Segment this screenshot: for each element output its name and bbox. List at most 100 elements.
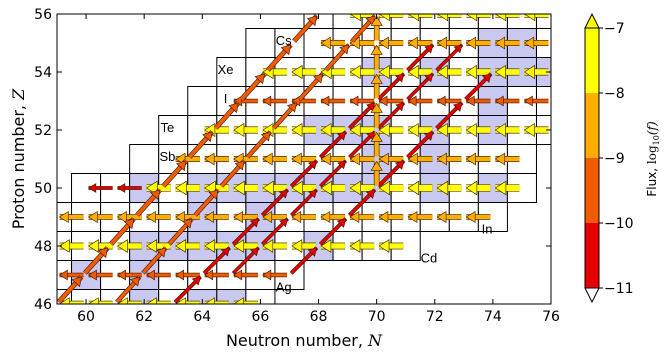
flux-arrowhead <box>378 36 389 50</box>
flux-arrowhead <box>423 131 434 141</box>
flux-arrowhead <box>370 160 383 171</box>
flux-arrowhead <box>378 95 388 107</box>
colorbar-segment <box>585 93 599 158</box>
y-tick-label: 50 <box>34 181 52 197</box>
flux-arrowhead <box>336 218 347 228</box>
x-tick-label: 62 <box>135 309 153 325</box>
element-label: Cs <box>276 33 292 48</box>
element-label: Ag <box>276 280 292 295</box>
flux-arrowhead <box>250 247 260 257</box>
flux-path-diagonal <box>173 43 435 304</box>
colorbar-tick-label: −11 <box>604 281 634 297</box>
flux-arrowhead <box>233 239 245 253</box>
flux-arrowhead <box>320 95 330 107</box>
flux-arrowhead <box>291 64 303 80</box>
flux-arrowhead <box>407 122 419 138</box>
flux-arrowhead <box>370 44 383 55</box>
nuclide-cell <box>332 14 363 29</box>
colorbar-tick-label: −7 <box>604 21 625 37</box>
nuclide-cell <box>506 14 537 29</box>
flux-path-horizontal <box>58 239 404 253</box>
plot-area: Cs Xe I Te Sb In Cd Ag 60 62 64 66 68 70 72 74 76 46 48 5… <box>34 7 560 325</box>
flux-arrowhead <box>254 73 265 85</box>
flux-arrowhead <box>407 210 418 224</box>
element-label: I <box>224 91 228 106</box>
flux-arrowhead <box>494 95 504 107</box>
element-label: In <box>482 222 493 237</box>
flux-arrowhead <box>407 152 418 166</box>
flux-arrowhead <box>291 210 302 224</box>
x-tick-label: 66 <box>251 309 269 325</box>
y-ticks: 46 48 50 52 54 56 <box>34 7 551 313</box>
flux-arrowhead <box>291 239 303 253</box>
flux-arrowhead <box>87 210 98 224</box>
y-tick-label: 54 <box>34 65 52 81</box>
flux-arrowhead <box>465 122 477 138</box>
colorbar-label: Flux, log10(f) <box>645 121 661 197</box>
flux-arrowhead <box>349 152 360 166</box>
flux-arrowhead <box>308 189 318 199</box>
flux-arrowhead <box>149 189 161 201</box>
flux-arrowhead <box>220 247 231 257</box>
flux-arrowhead <box>291 180 303 196</box>
flux-arrowhead <box>130 276 140 287</box>
flux-path-diagonal <box>57 14 319 304</box>
element-labels: Cs Xe I Te Sb In Cd Ag <box>159 33 492 295</box>
flux-arrowhead <box>233 180 245 196</box>
element-label: Te <box>161 120 175 135</box>
x-tick-label: 64 <box>193 309 211 325</box>
flux-arrowhead <box>87 297 99 304</box>
flux-arrowhead <box>452 102 463 112</box>
colorbar-segment <box>585 158 599 223</box>
flux-arrowhead <box>117 297 128 304</box>
flux-path-diagonal <box>115 14 377 304</box>
nuclide-cell <box>390 14 421 29</box>
flux-arrowhead <box>378 239 390 253</box>
flux-arrowhead <box>365 189 376 199</box>
flux-arrowhead <box>146 297 157 304</box>
flux-arrowhead <box>465 210 476 224</box>
flux-arrowhead <box>307 160 318 170</box>
flux-arrowhead <box>58 239 70 253</box>
flux-arrowhead <box>146 269 155 281</box>
nuclide-cell <box>158 115 189 145</box>
flux-path-horizontal <box>262 64 549 80</box>
flux-arrowhead <box>262 210 273 224</box>
flux-arrowhead <box>494 180 507 196</box>
flux-arrowhead <box>337 131 347 141</box>
colorbar-extend-max <box>584 12 600 29</box>
colorbar-label-prefix: Flux, <box>645 164 659 197</box>
colorbar-tick-label: −9 <box>604 151 625 167</box>
flux-arrowhead <box>378 180 390 196</box>
x-tick-label: 68 <box>310 309 328 325</box>
flux-path-horizontal <box>58 210 491 224</box>
flux-arrowhead <box>175 269 184 281</box>
flux-arrowhead <box>465 152 476 166</box>
flux-arrowhead <box>436 64 448 80</box>
flux-arrowhead <box>465 95 475 107</box>
flux-arrowhead <box>278 189 289 199</box>
flux-arrowhead <box>234 160 245 171</box>
flux-arrowhead <box>117 269 126 281</box>
flux-arrowhead <box>407 95 417 107</box>
flux-arrowhead <box>337 160 347 170</box>
y-axis-variable: Z <box>9 88 28 101</box>
flux-arrowhead <box>482 73 492 83</box>
flux-arrowhead <box>370 102 383 113</box>
flux-path-horizontal <box>175 152 520 166</box>
x-tick-label: 74 <box>484 309 502 325</box>
flux-arrowhead <box>58 210 69 224</box>
flux-arrowhead <box>320 122 332 138</box>
flux-path-diagonal <box>289 72 493 275</box>
flux-arrowhead <box>307 247 318 257</box>
flux-arrowhead <box>436 122 448 138</box>
nuclide-cell <box>129 144 160 174</box>
flux-arrowhead <box>306 15 318 27</box>
flux-arrowhead <box>97 247 109 259</box>
flux-arrowhead <box>407 180 420 196</box>
y-axis-label: Proton number, Z <box>9 88 28 229</box>
flux-arrowhead <box>291 152 302 166</box>
x-tick-label: 70 <box>368 309 386 325</box>
flux-path-diagonal <box>231 43 464 275</box>
flux-arrowhead <box>204 239 215 253</box>
